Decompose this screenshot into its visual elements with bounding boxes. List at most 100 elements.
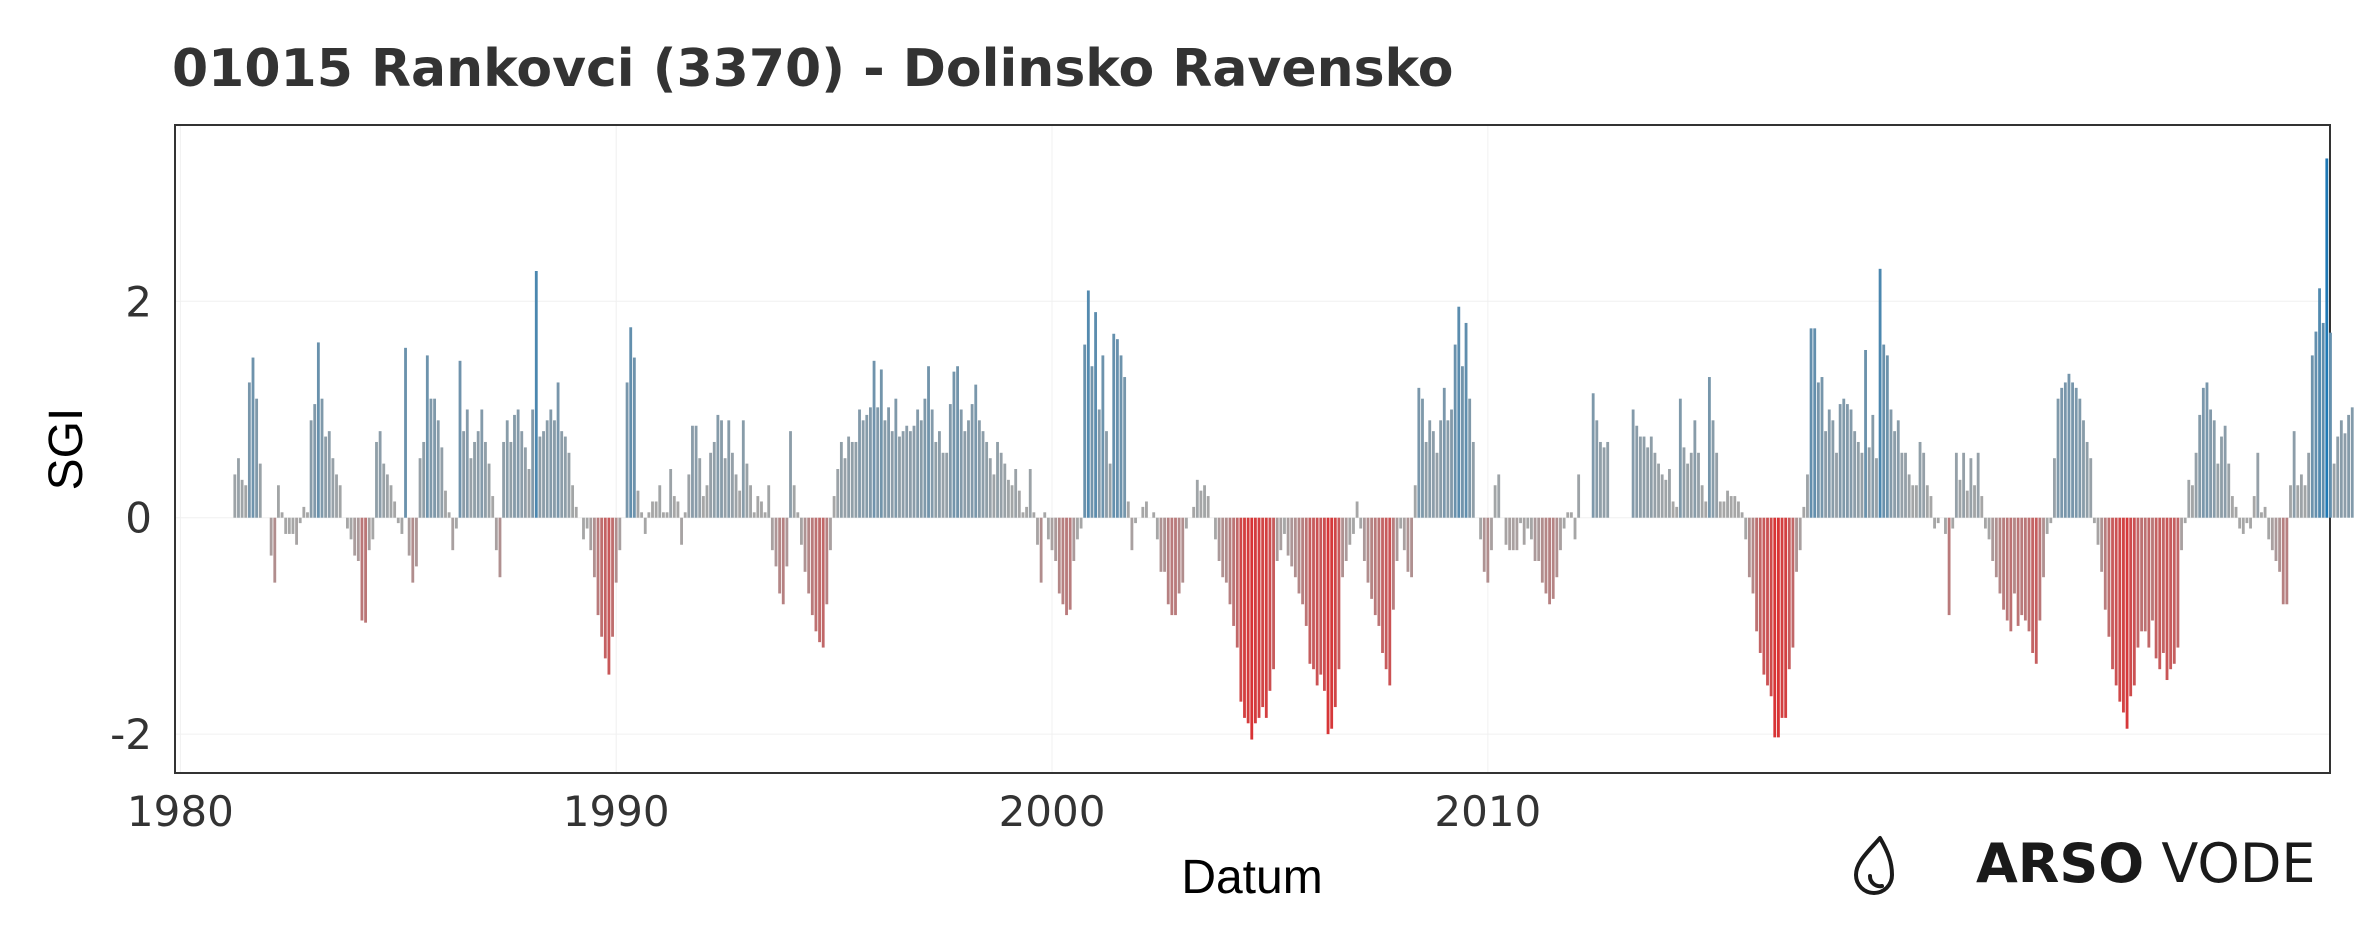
bar bbox=[567, 452, 571, 518]
bar bbox=[1177, 517, 1181, 594]
bar bbox=[607, 517, 611, 675]
bar bbox=[306, 512, 309, 518]
bar bbox=[1569, 512, 1573, 518]
x-tick-label: 1990 bbox=[563, 787, 670, 836]
bar bbox=[1816, 382, 1820, 518]
bar bbox=[2023, 517, 2027, 621]
bar bbox=[2303, 485, 2307, 518]
bar bbox=[549, 409, 553, 518]
bar bbox=[1036, 517, 1039, 545]
bar bbox=[738, 490, 742, 518]
bar bbox=[1631, 409, 1635, 518]
bar bbox=[1290, 517, 1294, 567]
bar bbox=[1911, 485, 1915, 518]
bar bbox=[2107, 517, 2111, 637]
bar bbox=[676, 501, 680, 518]
bar bbox=[821, 517, 825, 648]
bar bbox=[1820, 377, 1824, 518]
bar bbox=[923, 398, 927, 518]
bar bbox=[2205, 382, 2209, 518]
bar bbox=[585, 517, 589, 529]
bar bbox=[2045, 517, 2049, 534]
bar bbox=[1457, 306, 1461, 518]
bar bbox=[1126, 501, 1130, 518]
bar bbox=[346, 517, 349, 529]
bar bbox=[2158, 517, 2162, 670]
bar bbox=[712, 441, 716, 518]
bar bbox=[734, 474, 738, 518]
bar bbox=[1511, 517, 1515, 551]
bar bbox=[1315, 517, 1319, 686]
bar bbox=[992, 474, 996, 518]
bar bbox=[1635, 425, 1639, 518]
bar bbox=[1333, 517, 1337, 708]
bar bbox=[1312, 517, 1315, 670]
y-tick-label: 0 bbox=[125, 494, 152, 543]
bar bbox=[2114, 517, 2118, 686]
bar bbox=[1355, 501, 1359, 518]
bar bbox=[1370, 517, 1374, 599]
bar bbox=[1272, 517, 1275, 670]
bar bbox=[1032, 512, 1036, 518]
bar bbox=[444, 490, 447, 518]
bar bbox=[763, 512, 767, 518]
bar bbox=[2245, 517, 2249, 524]
bar bbox=[258, 463, 262, 518]
bar bbox=[1519, 517, 1522, 524]
bar bbox=[1526, 517, 1530, 529]
bar bbox=[1399, 517, 1403, 529]
bar bbox=[2216, 463, 2220, 518]
bar bbox=[2223, 425, 2227, 518]
bar bbox=[2176, 517, 2180, 648]
bar bbox=[741, 420, 745, 518]
bar bbox=[945, 452, 949, 518]
bar bbox=[756, 496, 760, 518]
bar bbox=[1951, 517, 1955, 529]
bar bbox=[1181, 517, 1185, 583]
bar bbox=[589, 517, 593, 551]
bar bbox=[999, 452, 1003, 518]
bar bbox=[1017, 490, 1021, 518]
bar bbox=[382, 463, 386, 518]
bar bbox=[1421, 398, 1424, 518]
bar bbox=[941, 452, 945, 518]
bar bbox=[324, 436, 328, 518]
bar bbox=[1954, 452, 1958, 518]
bar bbox=[425, 355, 429, 518]
bar bbox=[691, 425, 694, 518]
bar bbox=[531, 409, 535, 518]
bar bbox=[887, 407, 890, 518]
bar bbox=[879, 369, 883, 518]
bar bbox=[1293, 517, 1297, 578]
bar bbox=[480, 409, 484, 518]
bar bbox=[1787, 517, 1791, 670]
bar bbox=[2049, 517, 2053, 524]
bar bbox=[898, 436, 901, 518]
x-axis-title: Datum bbox=[1181, 851, 1322, 904]
bar bbox=[1250, 517, 1254, 740]
bar bbox=[1105, 431, 1108, 518]
bar bbox=[1243, 517, 1246, 718]
bar bbox=[1028, 469, 1032, 518]
bar bbox=[767, 485, 771, 518]
bar bbox=[1061, 517, 1065, 605]
bar bbox=[313, 404, 317, 518]
bar bbox=[2053, 458, 2056, 518]
x-tick-label: 2000 bbox=[999, 787, 1106, 836]
bar bbox=[1795, 517, 1798, 572]
bar bbox=[244, 485, 248, 518]
bar bbox=[1199, 490, 1203, 518]
bar bbox=[251, 357, 255, 518]
bar bbox=[553, 420, 556, 518]
bar bbox=[912, 425, 916, 518]
bar bbox=[451, 517, 455, 551]
bar bbox=[233, 474, 237, 518]
bar bbox=[1831, 420, 1835, 518]
bar bbox=[520, 431, 524, 518]
bar bbox=[2063, 382, 2067, 518]
bar bbox=[1773, 517, 1777, 738]
water-drop-icon bbox=[1854, 836, 1894, 895]
bar bbox=[1094, 312, 1098, 518]
bar bbox=[1533, 517, 1537, 561]
bar bbox=[1155, 517, 1159, 540]
